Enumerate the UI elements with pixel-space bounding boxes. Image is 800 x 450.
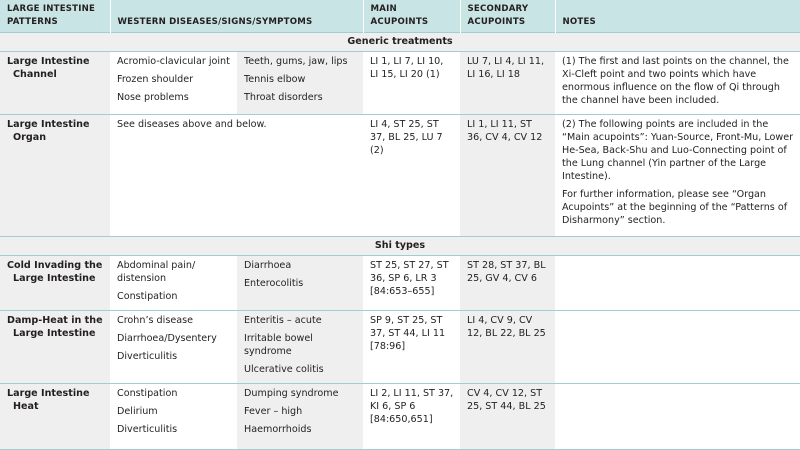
section-row: Generic treatments: [0, 32, 800, 52]
notes-cell: [555, 310, 800, 384]
diseases-cell: See diseases above and below.: [110, 114, 363, 237]
section-title: Shi types: [0, 236, 800, 256]
notes-cell: (2) The following points are included in…: [555, 114, 800, 237]
note: (2) The following points are included in…: [562, 119, 794, 182]
secondary-acupoints: ST 28, ST 37, BL 25, GV 4, CV 6: [460, 255, 555, 311]
pattern-cell: Damp-Heat in the Large Intestine: [0, 310, 110, 384]
disease: Throat disorders: [244, 92, 323, 103]
pattern-name: Organ: [13, 132, 47, 143]
main-acupoints: SP 9, ST 25, ST 37, ST 44, LI 11 [78:96]: [363, 310, 460, 384]
disease: Crohn’s disease: [117, 315, 193, 326]
disease: Constipation: [117, 388, 178, 399]
diseases-cell-a: Crohn’s disease Diarrhoea/Dysentery Divert…: [110, 310, 237, 384]
pattern-cell: Large Intestine Heat: [0, 383, 110, 450]
section-row: Shi types: [0, 236, 800, 256]
disease: Diverticulitis: [117, 351, 178, 362]
disease: Diarrhoea: [244, 260, 292, 271]
table-row: Damp-Heat in the Large Intestine Crohn’s d…: [0, 310, 800, 384]
pattern-name: Large Intestine: [7, 56, 90, 67]
diseases-cell-a: Abdominal pain/ distension Constipation: [110, 255, 237, 311]
header-row: LARGE INTESTINE PATTERNS WESTERN DISEASE…: [0, 0, 800, 33]
diseases-cell-a: Acromio-clavicular joint Frozen shoulder N…: [110, 51, 237, 115]
secondary-acupoints: CV 4, CV 12, ST 25, ST 44, BL 25: [460, 383, 555, 450]
note: (1) The first and last points on the cha…: [562, 56, 789, 106]
disease: Fever – high: [244, 406, 303, 417]
header-secondary: SECONDARY ACUPOINTS: [460, 0, 556, 33]
disease: Delirium: [117, 406, 158, 417]
disease: Diverticulitis: [117, 424, 178, 435]
diseases-cell-b: Diarrhoea Enterocolitis: [237, 255, 363, 311]
disease: Enterocolitis: [244, 278, 304, 289]
table-row: Large Intestine Organ See diseases above a…: [0, 114, 800, 237]
disease: Tennis elbow: [244, 74, 306, 85]
disease: Frozen shoulder: [117, 74, 194, 85]
pattern-cell: Large Intestine Channel: [0, 51, 110, 115]
disease: Diarrhoea/Dysentery: [117, 333, 217, 344]
pattern-name: Large Intestine: [13, 273, 96, 284]
diseases-cell-b: Enteritis – acute Irritable bowel syndrom…: [237, 310, 363, 384]
pattern-name: Large Intestine: [13, 328, 96, 339]
disease: Ulcerative colitis: [244, 364, 324, 375]
disease: Abdominal pain/ distension: [117, 260, 196, 284]
note: For further information, please see “Org…: [562, 189, 788, 226]
disease: Nose problems: [117, 92, 189, 103]
header-diseases: WESTERN DISEASES/SIGNS/SYMPTOMS: [110, 0, 364, 33]
pattern-name: Large Intestine: [7, 119, 90, 130]
disease: Dumping syndrome: [244, 388, 339, 399]
notes-cell: [555, 255, 800, 311]
header-main: MAIN ACUPOINTS: [363, 0, 461, 33]
pattern-name: Cold Invading the: [7, 260, 103, 271]
main-acupoints: LI 2, LI 11, ST 37, KI 6, SP 6 [84:650,6…: [363, 383, 460, 450]
secondary-acupoints: LI 1, LI 11, ST 36, CV 4, CV 12: [460, 114, 555, 237]
disease: Teeth, gums, jaw, lips: [244, 56, 348, 67]
pattern-cell: Cold Invading the Large Intestine: [0, 255, 110, 311]
header-notes: NOTES: [555, 0, 800, 33]
secondary-acupoints: LI 4, CV 9, CV 12, BL 22, BL 25: [460, 310, 555, 384]
pattern-name: Channel: [13, 69, 57, 80]
disease: Enteritis – acute: [244, 315, 322, 326]
pattern-name: Large Intestine: [7, 388, 90, 399]
diseases-cell-b: Dumping syndrome Fever – high Haemorrhoids: [237, 383, 363, 450]
disease: Haemorrhoids: [244, 424, 312, 435]
disease: Irritable bowel syndrome: [244, 333, 313, 357]
main-acupoints: LI 1, LI 7, LI 10, LI 15, LI 20 (1): [363, 51, 460, 115]
pattern-cell: Large Intestine Organ: [0, 114, 110, 237]
header-patterns: LARGE INTESTINE PATTERNS: [0, 0, 111, 33]
table-row: Large Intestine Heat Constipation Delirium D…: [0, 383, 800, 450]
section-title: Generic treatments: [0, 32, 800, 52]
pattern-name: Heat: [13, 401, 39, 412]
pattern-name: Damp-Heat in the: [7, 315, 103, 326]
diseases-cell-a: Constipation Delirium Diverticulitis: [110, 383, 237, 450]
main-acupoints: ST 25, ST 27, ST 36, SP 6, LR 3 [84:653–…: [363, 255, 460, 311]
table-row: Cold Invading the Large Intestine Abdomina…: [0, 255, 800, 311]
secondary-acupoints: LU 7, LI 4, LI 11, LI 16, LI 18: [460, 51, 555, 115]
notes-cell: [555, 383, 800, 450]
diseases-cell-b: Teeth, gums, jaw, lips Tennis elbow Throat…: [237, 51, 363, 115]
notes-cell: (1) The first and last points on the cha…: [555, 51, 800, 115]
disease: Constipation: [117, 291, 178, 302]
table-row: Large Intestine Channel Acromio-clavicular…: [0, 51, 800, 115]
disease: Acromio-clavicular joint: [117, 56, 230, 67]
main-acupoints: LI 4, ST 25, ST 37, BL 25, LU 7 (2): [363, 114, 460, 237]
